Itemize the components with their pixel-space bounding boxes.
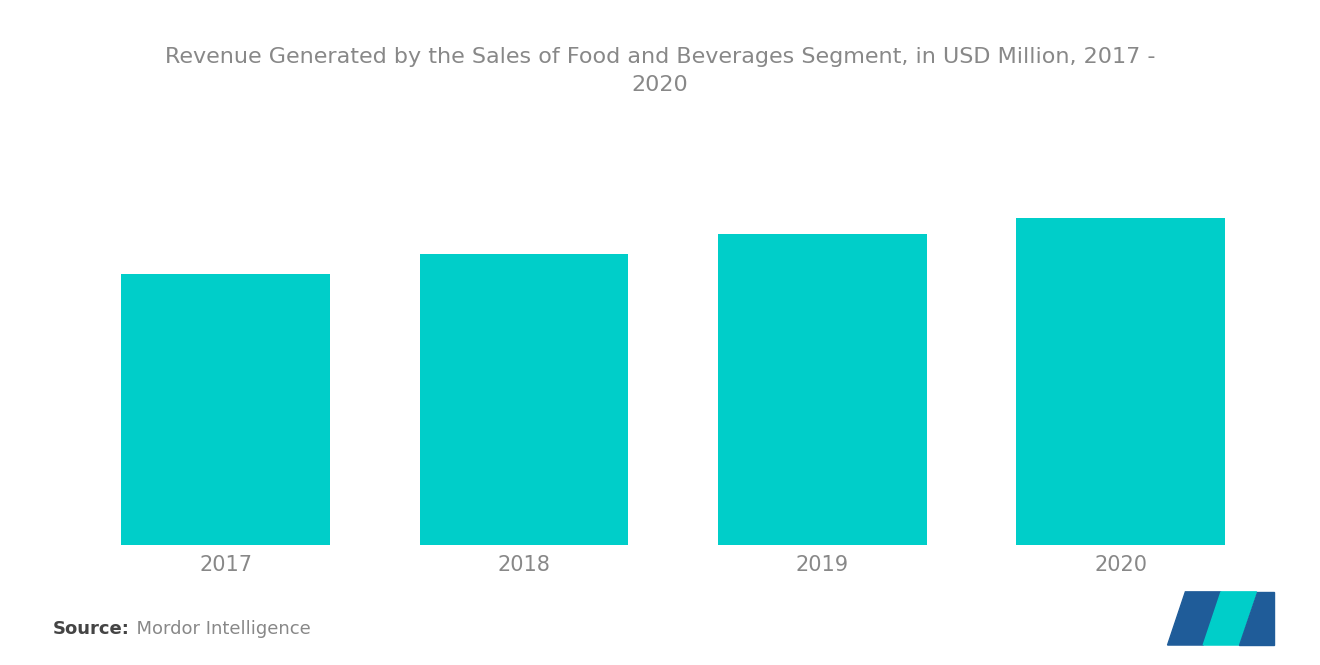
Bar — [121, 274, 330, 545]
Text: Revenue Generated by the Sales of Food and Beverages Segment, in USD Million, 20: Revenue Generated by the Sales of Food a… — [165, 47, 1155, 94]
Bar — [718, 234, 927, 545]
Polygon shape — [1167, 592, 1221, 645]
Polygon shape — [1203, 592, 1257, 645]
Bar — [1016, 218, 1225, 545]
Polygon shape — [1238, 592, 1274, 645]
Text: Mordor Intelligence: Mordor Intelligence — [125, 620, 312, 638]
Text: Source:: Source: — [53, 620, 129, 638]
Bar — [420, 254, 628, 545]
